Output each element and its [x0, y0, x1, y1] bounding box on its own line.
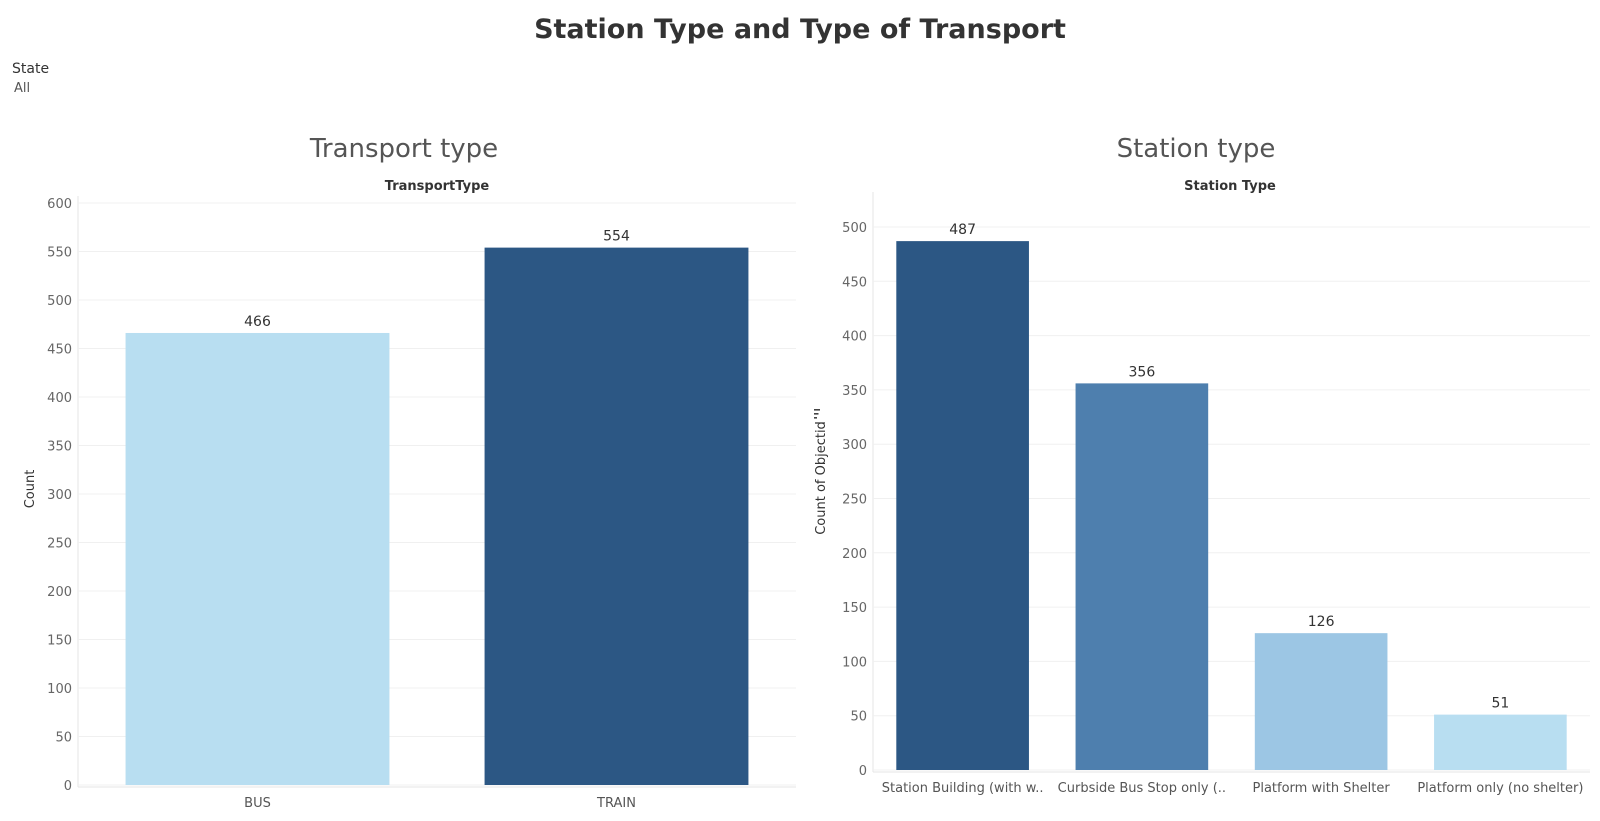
- y-tick-label: 300: [47, 488, 72, 503]
- state-filter-value[interactable]: All: [14, 81, 31, 96]
- x-tick-label: Platform only (no shelter): [1417, 781, 1583, 796]
- station-y-axis-label: Count of Objectid: [814, 421, 829, 535]
- y-tick-label: 0: [859, 764, 867, 779]
- y-tick-label: 400: [842, 330, 867, 345]
- y-tick-label: 300: [842, 438, 867, 453]
- data-label: 126: [1308, 614, 1335, 630]
- y-tick-label: 500: [47, 294, 72, 309]
- data-label: 51: [1491, 696, 1509, 712]
- transport-chart-title: Transport type: [309, 134, 498, 164]
- y-tick-label: 50: [850, 710, 867, 725]
- transport-data-labels: 466 554: [244, 229, 630, 330]
- y-tick-label: 600: [47, 197, 72, 212]
- y-tick-label: 100: [842, 655, 867, 670]
- y-tick-label: 200: [842, 547, 867, 562]
- station-chart-title: Station type: [1117, 134, 1276, 164]
- y-tick-label: 450: [47, 343, 72, 358]
- transport-chart-subtitle: TransportType: [385, 179, 490, 194]
- y-tick-label: 150: [47, 634, 72, 649]
- bar[interactable]: [1254, 633, 1388, 770]
- y-tick-label: 0: [64, 779, 72, 794]
- x-tick-label: Station Building (with w..: [882, 781, 1044, 796]
- station-data-labels: 487 356 126 51: [949, 222, 1509, 711]
- station-y-ticks: 0 50 100 150 200 250 300 350 400 450 500: [842, 221, 867, 779]
- bar[interactable]: [1075, 383, 1209, 770]
- station-x-ticks: Station Building (with w.. Curbside Bus S…: [882, 781, 1584, 796]
- bar[interactable]: [484, 247, 749, 785]
- y-tick-label: 100: [47, 682, 72, 697]
- y-tick-label: 250: [47, 537, 72, 552]
- data-label: 356: [1129, 364, 1156, 380]
- data-label: 487: [949, 222, 976, 238]
- data-label: 466: [244, 314, 271, 330]
- x-tick-label: Platform with Shelter: [1253, 781, 1391, 796]
- transport-x-ticks: BUS TRAIN: [244, 796, 636, 811]
- y-tick-label: 550: [47, 246, 72, 261]
- x-tick-label: BUS: [244, 796, 271, 811]
- transport-type-chart: Transport type TransportType Count 0 50 10…: [23, 134, 796, 811]
- dashboard-title: Station Type and Type of Transport: [534, 14, 1066, 45]
- x-tick-label: TRAIN: [596, 796, 636, 811]
- y-tick-label: 400: [47, 391, 72, 406]
- bar[interactable]: [896, 241, 1029, 771]
- station-chart-subtitle: Station Type: [1184, 179, 1276, 194]
- x-tick-label: Curbside Bus Stop only (..: [1058, 781, 1226, 796]
- y-tick-label: 350: [47, 440, 72, 455]
- y-tick-label: 250: [842, 493, 867, 508]
- y-tick-label: 200: [47, 585, 72, 600]
- bar[interactable]: [1434, 714, 1567, 770]
- state-filter-label: State: [12, 61, 50, 77]
- bar[interactable]: [125, 332, 390, 785]
- transport-y-axis-label: Count: [23, 470, 38, 509]
- y-tick-label: 50: [55, 731, 72, 746]
- y-tick-label: 150: [842, 601, 867, 616]
- data-label: 554: [603, 229, 630, 245]
- station-type-chart: Station type Station Type Count of Objec…: [814, 134, 1590, 796]
- y-tick-label: 500: [842, 221, 867, 236]
- station-bars: [896, 241, 1567, 771]
- y-tick-label: 450: [842, 275, 867, 290]
- transport-y-ticks: 0 50 100 150 200 250 300 350 400 450 500 550 600: [47, 197, 72, 794]
- sort-descending-icon[interactable]: [814, 409, 820, 419]
- y-tick-label: 350: [842, 384, 867, 399]
- transport-bars: [125, 247, 749, 785]
